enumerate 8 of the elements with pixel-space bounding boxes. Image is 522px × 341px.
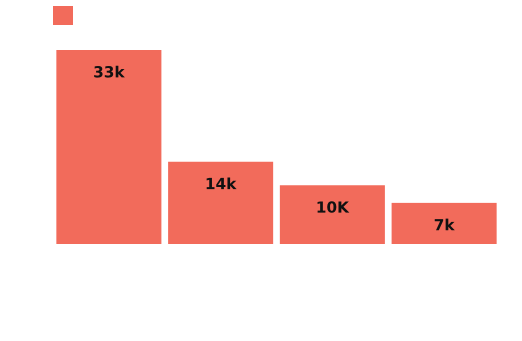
data-label: 10K bbox=[318, 201, 350, 213]
bar bbox=[168, 162, 274, 244]
bar bbox=[280, 185, 385, 244]
data-label: 7k bbox=[434, 218, 455, 230]
bar bbox=[392, 202, 497, 244]
data-label: 33k bbox=[94, 66, 125, 78]
bar bbox=[56, 50, 162, 244]
data-label: 14k bbox=[206, 177, 237, 190]
